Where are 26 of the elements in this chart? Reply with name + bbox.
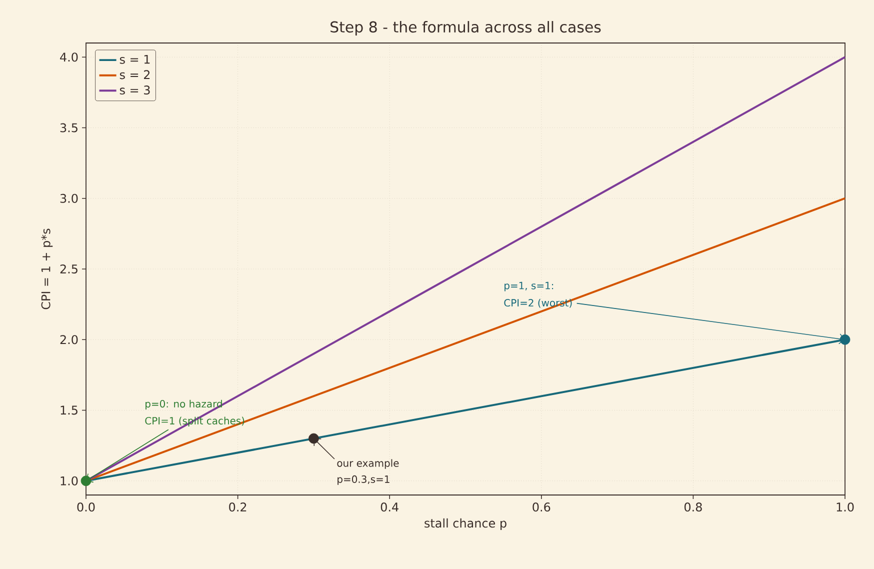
y-tick-label: 4.0 bbox=[60, 52, 78, 62]
point bbox=[80, 476, 92, 486]
x-tick-label: 0.8 bbox=[684, 502, 702, 512]
x-axis-title: stall chance p bbox=[424, 518, 506, 530]
annotation: our example bbox=[337, 459, 399, 469]
y-tick-label: 1.5 bbox=[60, 406, 78, 415]
point bbox=[308, 433, 319, 444]
chart-title: Step 8 - the formula across all cases bbox=[330, 21, 601, 36]
annotation: p=0: no hazard bbox=[146, 400, 222, 410]
y-axis-title: CPI = 1 + p*s bbox=[41, 228, 53, 310]
x-tick-label: 0.6 bbox=[532, 502, 550, 512]
legend-label: s = 3 bbox=[120, 85, 150, 95]
y-tick-label: 3.0 bbox=[60, 194, 78, 203]
legend-label: s = 2 bbox=[120, 70, 150, 80]
x-tick-label: 0.0 bbox=[77, 502, 95, 512]
y-tick-label: 1.0 bbox=[60, 476, 78, 486]
annotation: p=0.3,s=1 bbox=[338, 475, 390, 485]
x-tick-label: 1.0 bbox=[836, 502, 854, 512]
y-tick-label: 2.0 bbox=[60, 335, 78, 344]
y-tick-label: 3.5 bbox=[60, 123, 78, 132]
legend-label: s = 1 bbox=[120, 54, 150, 64]
x-tick-label: 0.2 bbox=[229, 502, 246, 512]
x-tick-label: 0.4 bbox=[380, 502, 398, 512]
y-tick-label: 2.5 bbox=[60, 264, 78, 274]
point bbox=[840, 334, 850, 345]
annotation: p=1, s=1: bbox=[504, 282, 554, 292]
